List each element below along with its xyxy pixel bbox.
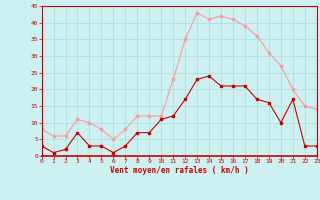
X-axis label: Vent moyen/en rafales ( km/h ): Vent moyen/en rafales ( km/h ) bbox=[110, 166, 249, 175]
